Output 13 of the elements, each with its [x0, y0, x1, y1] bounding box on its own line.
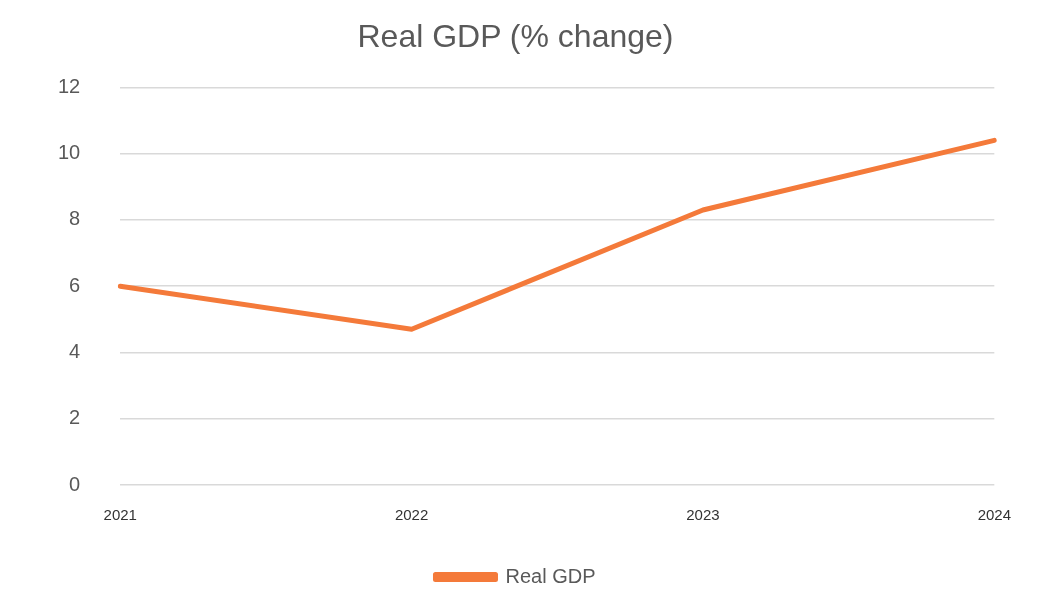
x-tick-label: 2023	[686, 506, 720, 524]
y-tick-label: 4	[69, 339, 81, 362]
y-tick-label: 2	[69, 406, 81, 429]
x-tick-label: 2022	[394, 506, 429, 524]
y-tick-label: 0	[69, 472, 81, 495]
chart-title: Real GDP (% change)	[357, 18, 674, 55]
x-tick-label: 2021	[103, 506, 137, 524]
y-tick-label: 12	[58, 74, 81, 97]
y-tick-label: 8	[69, 207, 81, 230]
x-tick-label: 2024	[977, 506, 1011, 524]
y-tick-label: 10	[58, 141, 81, 164]
y-tick-label: 6	[69, 273, 81, 296]
legend-label: Real GDP	[505, 564, 596, 587]
